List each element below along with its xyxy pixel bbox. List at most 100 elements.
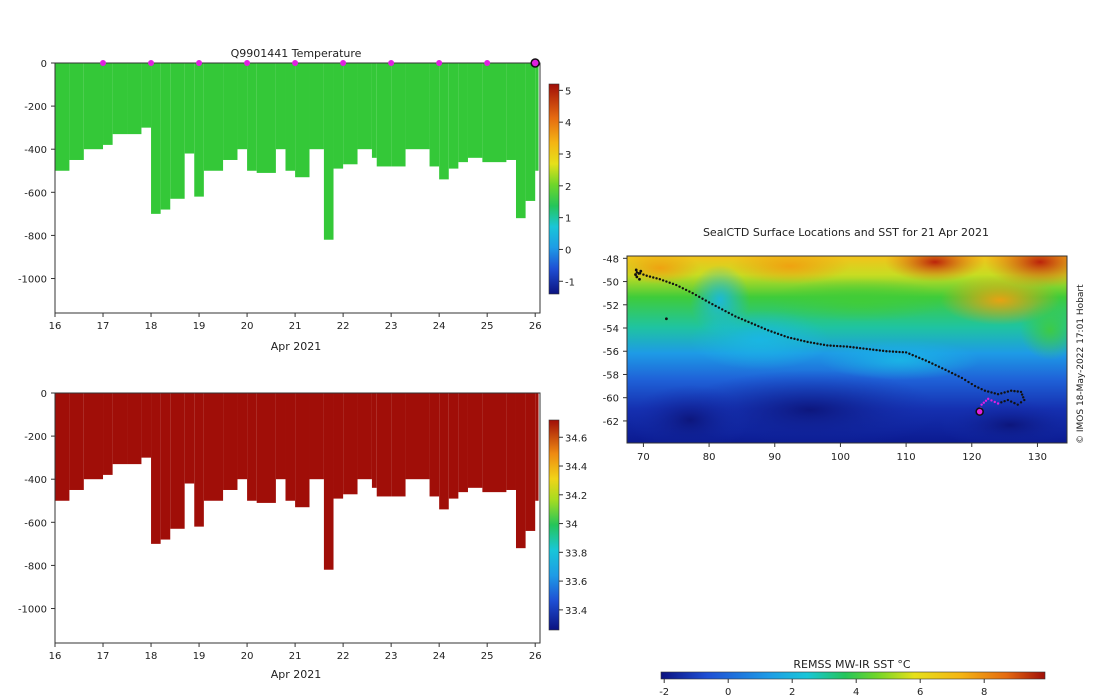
- track-point: [750, 322, 753, 325]
- track-point: [753, 323, 757, 326]
- profile-column: [535, 393, 539, 501]
- track-point: [872, 348, 875, 351]
- track-point: [845, 345, 849, 348]
- track-point: [773, 331, 776, 334]
- track-point: [1020, 393, 1024, 396]
- lat-tick-label: -54: [603, 324, 619, 335]
- track-point: [684, 288, 688, 292]
- profile-marker: [388, 60, 395, 66]
- profile-column: [515, 393, 526, 549]
- track-point: [944, 368, 947, 372]
- y-tick-label: -600: [24, 518, 47, 529]
- track-point: [809, 341, 813, 344]
- track-point: [970, 382, 973, 386]
- track-point: [681, 287, 685, 290]
- colorbar-tick-label: 34.2: [565, 491, 587, 502]
- profile-column: [391, 63, 406, 167]
- x-tick-label: 17: [97, 651, 110, 662]
- profile-column: [506, 393, 516, 490]
- x-tick-label: 21: [289, 651, 302, 662]
- lat-tick-label: -60: [603, 394, 619, 405]
- track-point: [891, 350, 895, 353]
- latest-profile-marker: [530, 58, 540, 68]
- profile-column: [525, 63, 536, 201]
- track-point: [881, 349, 885, 353]
- track-point: [766, 329, 770, 332]
- lon-tick-label: 100: [831, 452, 850, 463]
- profile-column: [127, 63, 142, 135]
- track-point: [806, 340, 809, 344]
- track-point: [934, 363, 937, 367]
- x-tick-label: 25: [481, 651, 494, 662]
- isolated-track-point: [665, 317, 668, 321]
- colorbar-tick-label: 2: [565, 182, 571, 193]
- track-point: [789, 336, 793, 340]
- track-point: [714, 304, 717, 308]
- track-point: [914, 355, 918, 358]
- profile-column: [223, 393, 238, 490]
- profile-column: [141, 63, 152, 128]
- map-title: SealCTD Surface Locations and SST for 21…: [703, 226, 989, 239]
- track-point: [822, 343, 826, 347]
- track-point: [826, 344, 829, 347]
- profile-markers: [100, 58, 540, 68]
- track-point: [796, 338, 799, 341]
- temperature-colorbar: [548, 83, 560, 295]
- track-point: [996, 402, 1000, 405]
- profile-column: [309, 393, 324, 480]
- track-point: [973, 384, 977, 388]
- track-point: [984, 399, 988, 402]
- x-tick-label: 24: [433, 321, 446, 332]
- profile-column: [237, 63, 248, 150]
- track-point: [1019, 390, 1023, 394]
- profile-column: [275, 393, 286, 480]
- current-position-marker: [975, 407, 984, 416]
- x-tick-label: 23: [385, 321, 398, 332]
- track-point: [931, 362, 934, 365]
- lat-tick-label: -56: [603, 347, 619, 358]
- track-point: [980, 403, 983, 406]
- track-point: [763, 327, 767, 331]
- track-point: [904, 351, 908, 354]
- track-point: [1006, 398, 1010, 402]
- profile-column: [151, 393, 161, 544]
- track-point: [982, 401, 986, 404]
- track-point: [924, 359, 928, 362]
- profile-column: [247, 393, 257, 501]
- x-tick-label: 25: [481, 321, 494, 332]
- track-point: [737, 316, 740, 319]
- track-point: [1016, 390, 1019, 393]
- track-point: [835, 344, 839, 348]
- track-point: [895, 350, 898, 354]
- track-point: [921, 357, 924, 361]
- salinity-x-ticks: 16 17 18 19 20 21 22 23 24 25 26: [49, 643, 542, 662]
- track-point: [793, 337, 796, 341]
- profile-column: [439, 63, 449, 180]
- lon-tick-label: 110: [897, 452, 916, 463]
- sst-map-panel: SealCTD Surface Locations and SST for 21…: [603, 226, 1086, 698]
- profile-column: [295, 393, 310, 508]
- profile-column: [237, 393, 248, 480]
- profile-column: [343, 393, 358, 495]
- profile-column: [429, 63, 440, 167]
- map-latitude-ticks: -48 -50 -52 -54 -56 -58 -60 -62: [603, 254, 627, 428]
- profile-column: [103, 63, 113, 145]
- track-point: [941, 367, 944, 370]
- profile-column: [506, 63, 516, 160]
- profile-column: [482, 63, 507, 163]
- temperature-profile-columns: [55, 63, 539, 240]
- track-point: [691, 291, 694, 295]
- colorbar-tick-label: 4: [565, 118, 571, 129]
- profile-column: [170, 393, 185, 529]
- profile-column: [371, 393, 377, 488]
- profile-column: [525, 393, 536, 531]
- profile-column: [256, 63, 276, 173]
- track-point: [740, 317, 744, 321]
- track-point: [911, 353, 914, 357]
- profile-column: [343, 63, 358, 165]
- y-tick-label: -800: [24, 561, 47, 572]
- profile-column: [256, 393, 276, 503]
- profile-column: [151, 63, 161, 214]
- profile-column: [376, 393, 392, 497]
- salinity-colorbar-ticks: 33.4 33.6 33.8 34 34.2 34.4 34.6: [559, 433, 587, 617]
